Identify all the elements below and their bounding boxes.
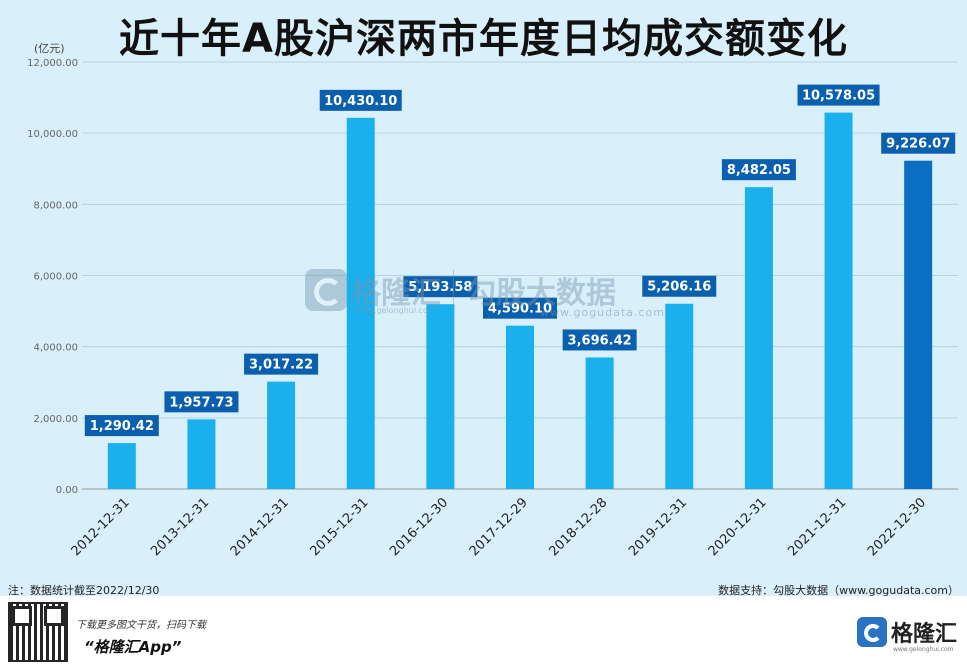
data-label-box xyxy=(562,329,637,351)
bar xyxy=(107,443,136,489)
watermark-sub: 勾股大数据 xyxy=(466,276,616,311)
y-tick-label: 4,000.00 xyxy=(33,343,78,354)
x-tick-label: 2013-12-31 xyxy=(148,495,212,559)
y-axis-unit: (亿元) xyxy=(34,42,65,55)
data-label-box xyxy=(244,353,319,375)
data-label: 9,226.07 xyxy=(886,137,950,152)
data-label-box xyxy=(483,297,557,319)
y-tick-label: 10,000.00 xyxy=(27,129,78,140)
bar xyxy=(824,112,853,489)
footer-logo-url: www.gelonghui.com xyxy=(892,646,954,653)
y-tick-label: 6,000.00 xyxy=(33,272,78,283)
x-tick-label: 2015-12-31 xyxy=(308,495,372,559)
y-tick-label: 0.00 xyxy=(56,485,78,496)
x-tick-label: 2017-12-29 xyxy=(467,495,531,559)
data-label: 5,193.58 xyxy=(408,280,472,295)
footer-app-name: “格隆汇App” xyxy=(84,638,182,656)
watermark-brand-url: www.gelonghui.com xyxy=(355,306,436,315)
data-label: 3,696.42 xyxy=(568,333,632,348)
x-tick-label: 2016-12-30 xyxy=(387,495,451,559)
chart-title: 近十年A股沪深两市年度日均成交额变化 xyxy=(119,16,848,62)
bar xyxy=(585,357,614,489)
footer-download-text: 下载更多图文干货，扫码下载 xyxy=(76,620,206,631)
bar xyxy=(744,187,773,489)
data-label-box xyxy=(642,275,717,297)
footnote: 注：数据统计截至2022/12/30 xyxy=(8,584,160,597)
bar xyxy=(904,160,933,489)
bar xyxy=(346,117,375,489)
qr-code-icon[interactable] xyxy=(8,602,68,662)
data-label: 3,017.22 xyxy=(249,358,313,373)
x-tick-label: 2014-12-31 xyxy=(228,495,292,559)
watermark-divider xyxy=(453,270,454,310)
y-tick-label: 2,000.00 xyxy=(33,414,78,425)
data-label-box xyxy=(721,159,796,181)
x-tick-label: 2019-12-31 xyxy=(626,495,690,559)
data-label: 10,578.05 xyxy=(802,89,875,104)
footer-logo-text: 格隆汇 xyxy=(890,622,957,647)
footer-logo: 格隆汇 www.gelonghui.com xyxy=(856,616,957,653)
bar-chart: 0.00 2,000.00 4,000.00 6,000.00 8,000.00 10,0… xyxy=(27,58,958,559)
data-label-box xyxy=(164,391,239,413)
data-label: 5,206.16 xyxy=(647,280,711,295)
data-label: 4,590.10 xyxy=(488,302,552,317)
data-label: 1,290.42 xyxy=(90,419,154,434)
watermark-brand: 格隆汇 xyxy=(351,276,441,311)
x-tick-label: 2022-12-30 xyxy=(865,495,929,559)
bar xyxy=(187,419,216,489)
bar xyxy=(506,325,534,489)
data-label-box xyxy=(403,276,478,298)
y-tick-label: 8,000.00 xyxy=(33,200,78,211)
data-label-box xyxy=(881,132,956,154)
bar xyxy=(426,304,455,489)
gelonghui-logo-icon xyxy=(305,269,347,311)
y-tick-label: 12,000.00 xyxy=(27,58,78,69)
bar xyxy=(665,303,694,489)
data-label: 8,482.05 xyxy=(727,163,791,178)
data-source: 数据支持：勾股大数据（www.gogudata.com） xyxy=(718,584,959,597)
watermark: 格隆汇 勾股大数据 xyxy=(305,268,616,312)
x-tick-label: 2012-12-31 xyxy=(69,495,133,559)
x-tick-label: 2021-12-31 xyxy=(785,495,849,559)
footer-banner: 下载更多图文干货，扫码下载 “格隆汇App” 格隆汇 www.gelonghui… xyxy=(0,596,967,669)
x-tick-label: 2020-12-31 xyxy=(706,495,770,559)
gelonghui-logo-icon xyxy=(856,617,887,647)
watermark-sub-url: www.gogudata.com xyxy=(540,306,665,319)
x-tick-label: 2018-12-28 xyxy=(546,495,610,559)
data-label: 10,430.10 xyxy=(324,94,397,109)
data-label-box xyxy=(84,415,159,437)
data-label: 1,957.73 xyxy=(169,395,233,410)
data-label-box xyxy=(797,84,880,106)
bar xyxy=(267,381,296,489)
data-label-box xyxy=(319,89,402,111)
